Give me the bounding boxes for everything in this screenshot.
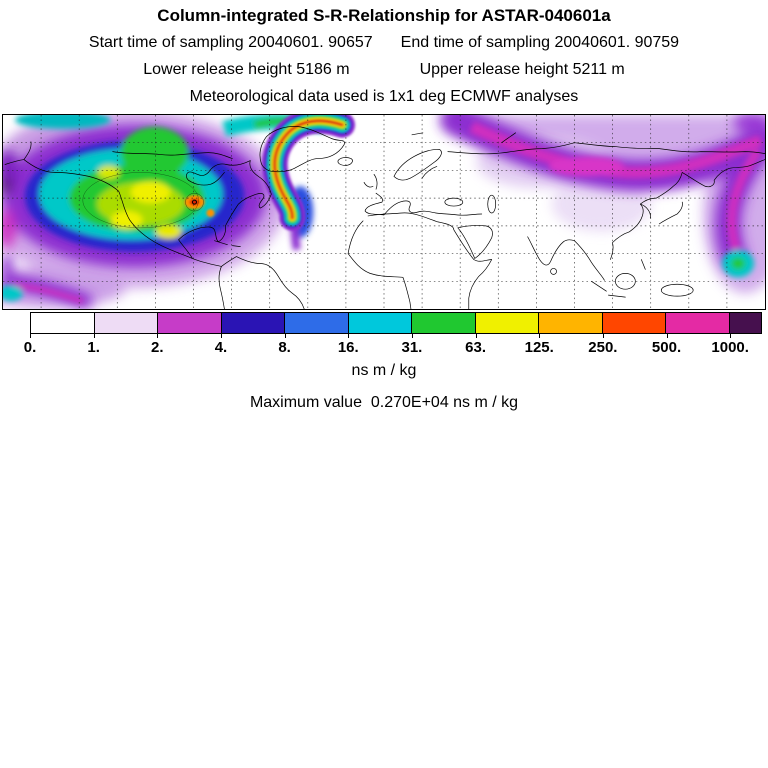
colorbar-tick <box>284 334 286 338</box>
colorbar-tick <box>220 334 222 338</box>
colorbar-segment <box>412 313 476 333</box>
colorbar-tick <box>411 334 413 338</box>
colorbar-segment <box>158 313 222 333</box>
colorbar-segment <box>31 313 95 333</box>
colorbar-tick-label: 500. <box>651 339 682 356</box>
colorbar-tick <box>475 334 477 338</box>
colorbar-ticks: 0. 1. 2. 4. 8. 16. 31. 63. 125. 250. 500. 1000. <box>24 334 762 360</box>
colorbar-tick-label: 0. <box>23 339 37 356</box>
colorbar-segment <box>539 313 603 333</box>
map-svg <box>3 115 765 309</box>
colorbar-tick-label: 1. <box>87 339 100 356</box>
met-data-text: Meteorological data used is 1x1 deg ECMW… <box>189 88 579 105</box>
colorbar-segment <box>285 313 349 333</box>
colorbar-units-line: ns m / kg <box>0 362 768 380</box>
colorbar-segment <box>729 313 761 333</box>
figure-title: Column-integrated S-R-Relationship for A… <box>0 6 768 26</box>
colorbar-tick-label: 2. <box>151 339 164 356</box>
colorbar-tick <box>666 334 668 338</box>
colorbar-tick <box>539 334 541 338</box>
release-heights-line: Lower release height 5186 m Upper releas… <box>0 61 768 79</box>
colorbar <box>30 312 762 334</box>
colorbar-tick <box>348 334 350 338</box>
sampling-times-line: Start time of sampling 20040601. 90657 E… <box>0 34 768 52</box>
release-point-marker <box>192 199 197 205</box>
release-lower-text: Lower release height 5186 m <box>143 61 350 78</box>
colorbar-tick-label: 1000. <box>711 339 749 356</box>
colorbar-tick-label: 4. <box>214 339 228 356</box>
colorbar-tick <box>30 334 31 338</box>
colorbar-segment <box>602 313 667 333</box>
greenland-plume-arc <box>184 115 356 231</box>
coastlines <box>4 126 765 309</box>
colorbar-segment <box>221 313 286 333</box>
colorbar-tick <box>93 334 95 338</box>
colorbar-tick-label: 250. <box>588 339 618 356</box>
colorbar-segment <box>475 313 540 333</box>
colorbar-tick-label: 8. <box>278 339 291 356</box>
plume-field <box>3 115 765 309</box>
colorbar-tick-label: 63. <box>465 339 486 356</box>
met-data-line: Meteorological data used is 1x1 deg ECMW… <box>0 88 768 106</box>
sampling-end-text: End time of sampling 20040601. 90759 <box>400 34 680 51</box>
world-map-plot <box>2 114 766 310</box>
maximum-value-text: Maximum value 0.270E+04 ns m / kg <box>249 394 519 411</box>
sampling-start-text: Start time of sampling 20040601. 90657 <box>88 34 373 51</box>
colorbar-tick-label: 125. <box>524 339 554 356</box>
maximum-value-line: Maximum value 0.270E+04 ns m / kg <box>0 394 768 412</box>
colorbar-segment <box>348 313 413 333</box>
colorbar-tick <box>602 334 604 338</box>
colorbar-tick <box>157 334 159 338</box>
colorbar-segment <box>94 313 159 333</box>
figure-title-text: Column-integrated S-R-Relationship for A… <box>157 6 611 25</box>
colorbar-tick-label: 16. <box>337 339 359 356</box>
colorbar-tick-label: 31. <box>401 339 423 356</box>
colorbar-units-text: ns m / kg <box>351 362 417 379</box>
colorbar-tick <box>730 334 732 338</box>
colorbar-segment <box>666 313 730 333</box>
release-upper-text: Upper release height 5211 m <box>419 61 625 78</box>
